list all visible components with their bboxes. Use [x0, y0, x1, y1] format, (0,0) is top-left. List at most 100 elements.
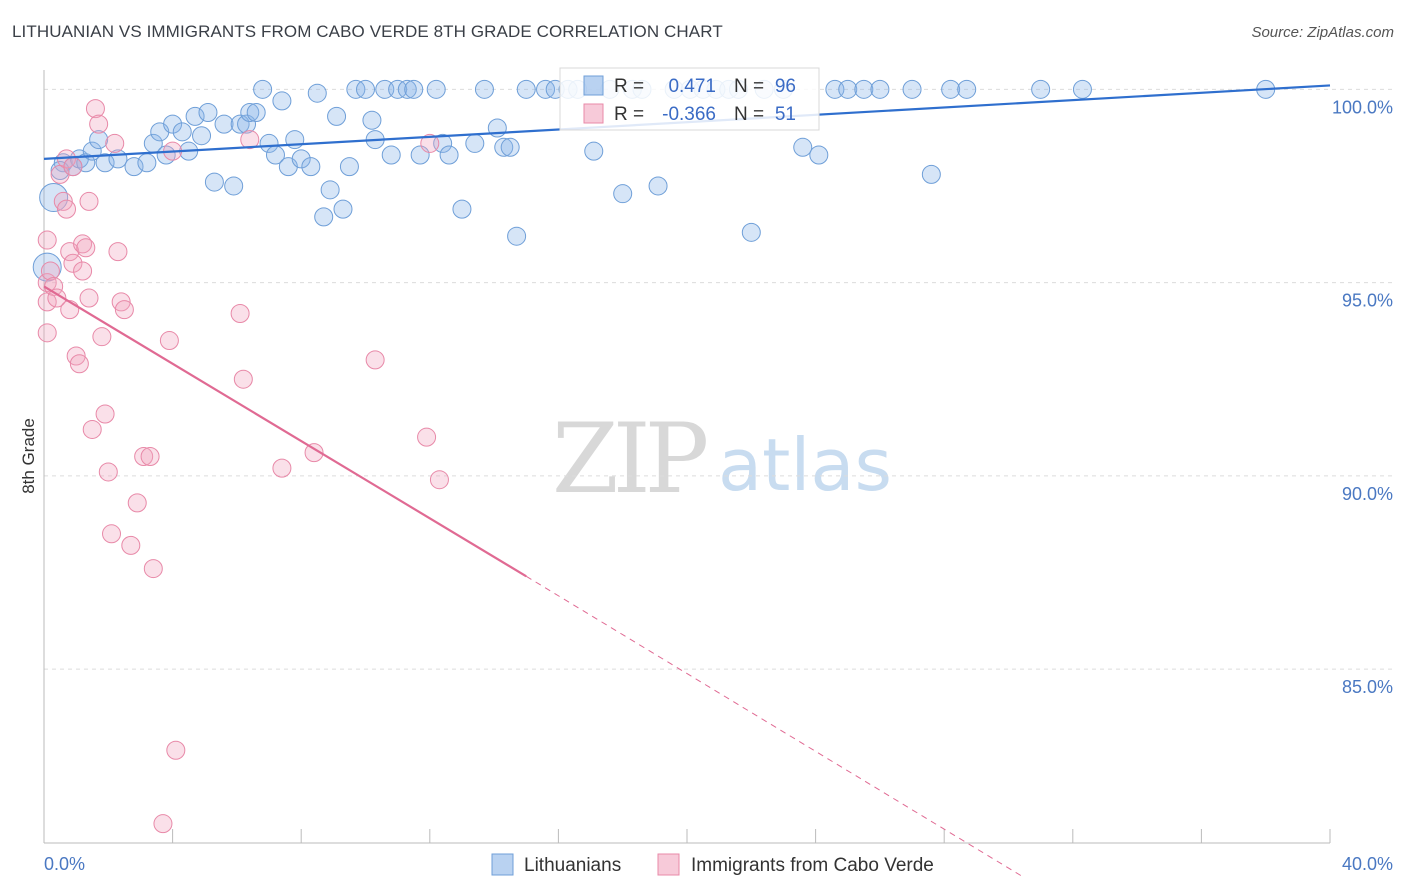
data-point: [346, 79, 366, 99]
data-point: [127, 493, 147, 513]
data-point: [838, 79, 858, 99]
data-point: [291, 149, 311, 169]
legend-n-value-1: 51: [775, 104, 796, 125]
data-point: [124, 157, 144, 177]
data-point: [63, 253, 83, 273]
data-point: [741, 222, 761, 242]
data-point: [214, 114, 234, 134]
y-tick-label: 100.0%: [1332, 97, 1393, 117]
bottom-legend-label-lithuanians: Lithuanians: [524, 855, 621, 876]
data-point: [143, 559, 163, 579]
data-point: [240, 130, 260, 150]
data-point: [320, 180, 340, 200]
data-point: [79, 191, 99, 211]
data-point: [114, 300, 134, 320]
legend-r-label-1: R =: [614, 104, 644, 125]
data-point: [253, 79, 273, 99]
trend-line-cabo-verde-extrapolated: [525, 575, 1025, 879]
data-point: [89, 130, 109, 150]
data-point: [102, 524, 122, 544]
data-point: [356, 79, 375, 99]
data-point: [941, 79, 961, 99]
data-point: [429, 470, 449, 490]
data-point: [474, 79, 494, 99]
data-point: [98, 462, 118, 482]
data-point: [507, 226, 527, 246]
data-point: [404, 79, 424, 99]
data-point: [417, 427, 437, 447]
data-point: [76, 238, 96, 258]
data-point: [1072, 79, 1092, 99]
data-point: [809, 145, 829, 165]
x-tick-label-min: 0.0%: [44, 854, 85, 874]
chart-title: LITHUANIAN VS IMMIGRANTS FROM CABO VERDE…: [12, 22, 723, 41]
data-point: [397, 79, 417, 99]
data-point: [327, 106, 347, 126]
data-point: [246, 103, 266, 123]
data-point: [185, 106, 205, 126]
data-point: [584, 141, 604, 161]
data-point: [89, 114, 109, 134]
data-point: [108, 242, 128, 262]
watermark-atlas: atlas: [718, 423, 892, 507]
data-point: [66, 346, 86, 366]
data-point: [63, 157, 83, 177]
data-point: [172, 122, 192, 142]
data-point: [134, 447, 154, 466]
data-point: [95, 404, 115, 424]
data-point: [613, 184, 633, 204]
x-tick-marks: [43, 829, 1331, 843]
data-point: [333, 199, 353, 219]
data-point: [73, 261, 93, 281]
data-point: [82, 419, 102, 439]
data-point: [140, 447, 160, 466]
data-point: [40, 261, 60, 281]
data-point: [362, 110, 382, 130]
data-point: [69, 354, 89, 374]
bottom-legend-label-cabo-verde: Immigrants from Cabo Verde: [691, 855, 934, 876]
data-point: [159, 331, 179, 351]
bottom-legend-swatch-cabo-verde: [657, 853, 680, 876]
watermark-zip: ZIP: [552, 403, 707, 515]
data-point: [420, 133, 440, 153]
data-point: [304, 443, 324, 463]
data-point: [79, 288, 99, 308]
data-point: [166, 740, 186, 760]
data-point: [192, 126, 212, 146]
legend-n-value-0: 96: [775, 76, 796, 97]
data-point: [47, 288, 67, 308]
data-point: [307, 83, 327, 103]
legend-r-label-0: R =: [614, 76, 644, 97]
data-point: [111, 292, 131, 312]
data-point: [240, 103, 260, 123]
data-point: [388, 79, 408, 99]
data-point: [37, 323, 57, 343]
data-point: [105, 133, 125, 153]
legend-n-label-0: N =: [734, 76, 764, 97]
data-point: [204, 172, 224, 192]
data-point: [500, 137, 520, 157]
data-point: [37, 230, 57, 250]
data-point: [314, 207, 334, 227]
data-point: [426, 79, 446, 99]
data-point: [536, 79, 556, 99]
data-point: [224, 176, 244, 196]
data-point: [921, 164, 941, 184]
data-point: [73, 234, 93, 254]
trend-line-cabo-verde: [43, 285, 527, 578]
data-point: [272, 458, 292, 478]
data-point: [57, 199, 77, 219]
data-point: [648, 176, 668, 196]
bottom-legend: Lithuanians Immigrants from Cabo Verde: [491, 853, 934, 876]
data-point: [259, 133, 279, 153]
data-point: [465, 133, 485, 153]
data-point: [902, 79, 922, 99]
legend-n-label-1: N =: [734, 104, 764, 125]
y-tick-label: 95.0%: [1342, 291, 1393, 311]
data-point: [365, 350, 385, 370]
data-point: [60, 300, 80, 320]
legend-swatch-lithuanians: [583, 75, 604, 96]
data-point: [516, 79, 536, 99]
data-point: [439, 145, 459, 165]
